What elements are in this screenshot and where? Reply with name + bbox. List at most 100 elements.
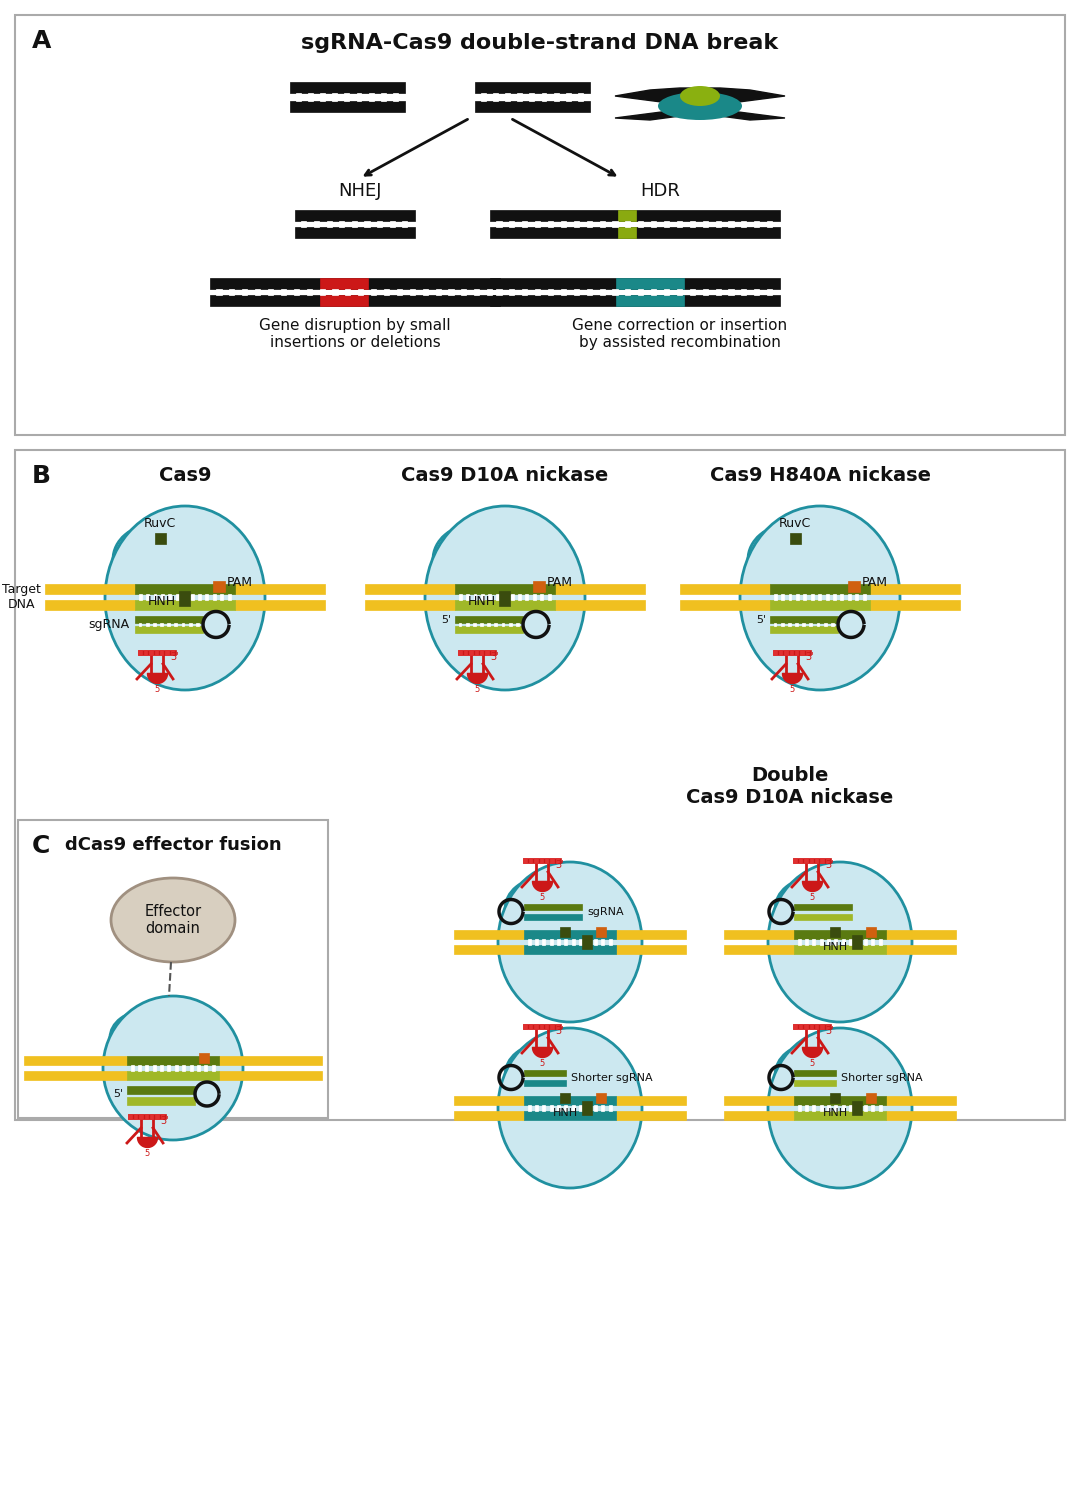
Text: A: A xyxy=(32,28,52,54)
Bar xyxy=(281,289,286,295)
Bar xyxy=(770,583,870,594)
Bar xyxy=(153,594,157,600)
Bar xyxy=(793,1024,831,1028)
Bar xyxy=(190,1065,192,1071)
Text: dCas9 effector fusion: dCas9 effector fusion xyxy=(65,836,281,854)
Bar xyxy=(571,939,575,945)
Bar xyxy=(490,650,495,655)
Bar xyxy=(827,939,831,945)
Bar xyxy=(554,94,558,101)
Bar xyxy=(754,289,759,295)
Bar xyxy=(879,939,881,945)
Bar xyxy=(596,927,606,936)
Bar xyxy=(703,289,707,295)
Bar xyxy=(490,278,780,289)
Bar xyxy=(127,1086,195,1094)
Bar xyxy=(779,650,782,655)
Bar xyxy=(680,583,770,594)
Bar xyxy=(825,594,828,600)
Bar xyxy=(139,1115,143,1119)
Bar xyxy=(333,289,338,295)
Bar xyxy=(767,220,772,228)
Bar xyxy=(15,449,1065,1120)
Bar xyxy=(490,228,780,238)
Bar xyxy=(422,289,428,295)
Bar xyxy=(815,1024,819,1028)
Bar xyxy=(510,220,514,228)
Bar xyxy=(307,289,312,295)
Bar xyxy=(487,289,492,295)
Bar xyxy=(333,94,337,101)
Bar xyxy=(566,94,570,101)
Bar xyxy=(781,623,784,626)
Bar xyxy=(146,594,149,600)
Bar xyxy=(195,623,199,626)
Text: Cas9 D10A nickase: Cas9 D10A nickase xyxy=(402,466,609,485)
Bar xyxy=(586,1106,590,1112)
Bar xyxy=(135,616,203,623)
Text: 5': 5' xyxy=(441,615,451,625)
Text: Shorter sgRNA: Shorter sgRNA xyxy=(841,1073,922,1083)
Bar xyxy=(255,289,260,295)
Bar xyxy=(153,623,156,626)
Ellipse shape xyxy=(498,862,642,1022)
Bar xyxy=(542,939,545,945)
Bar xyxy=(664,220,670,228)
Bar xyxy=(594,939,597,945)
Bar xyxy=(496,594,499,600)
Bar xyxy=(651,220,657,228)
Ellipse shape xyxy=(497,531,569,595)
Bar xyxy=(127,1097,195,1106)
Bar xyxy=(556,859,559,863)
Bar xyxy=(754,220,759,228)
Bar xyxy=(235,583,325,594)
Bar xyxy=(545,859,549,863)
Bar xyxy=(724,1112,794,1120)
Bar xyxy=(529,1024,532,1028)
Bar xyxy=(294,289,299,295)
Bar xyxy=(788,594,792,600)
Bar xyxy=(528,939,530,945)
Bar xyxy=(509,623,512,626)
Bar xyxy=(811,594,813,600)
Bar xyxy=(594,1106,597,1112)
Bar xyxy=(156,533,166,545)
Bar xyxy=(815,859,819,863)
Bar xyxy=(545,1024,549,1028)
Bar xyxy=(612,289,618,295)
Text: 3': 3' xyxy=(160,1116,168,1126)
Bar xyxy=(886,930,956,939)
Bar xyxy=(770,616,838,623)
Bar xyxy=(870,583,960,594)
Bar xyxy=(556,1024,559,1028)
Bar xyxy=(677,289,683,295)
Bar xyxy=(235,600,325,610)
Bar xyxy=(377,220,382,228)
Bar xyxy=(268,289,273,295)
Bar xyxy=(856,939,860,945)
Text: HNH: HNH xyxy=(468,595,496,609)
Bar xyxy=(741,220,746,228)
Text: HNH: HNH xyxy=(148,595,176,609)
Bar xyxy=(789,650,793,655)
Bar xyxy=(523,859,561,863)
Bar xyxy=(856,1106,860,1112)
Bar xyxy=(204,1065,207,1071)
Bar xyxy=(819,594,821,600)
Text: HNH: HNH xyxy=(823,1109,848,1117)
Bar xyxy=(741,289,746,295)
Bar xyxy=(535,859,538,863)
Bar xyxy=(805,1024,808,1028)
Bar xyxy=(855,594,859,600)
Bar xyxy=(320,295,368,307)
Bar xyxy=(849,939,852,945)
Bar xyxy=(145,1115,148,1119)
Bar xyxy=(518,594,521,600)
Text: 5': 5' xyxy=(756,615,766,625)
Bar xyxy=(393,94,397,101)
Bar xyxy=(455,600,555,610)
Bar xyxy=(651,289,657,295)
Bar xyxy=(886,945,956,954)
Bar xyxy=(561,220,566,228)
Bar xyxy=(131,1065,134,1071)
